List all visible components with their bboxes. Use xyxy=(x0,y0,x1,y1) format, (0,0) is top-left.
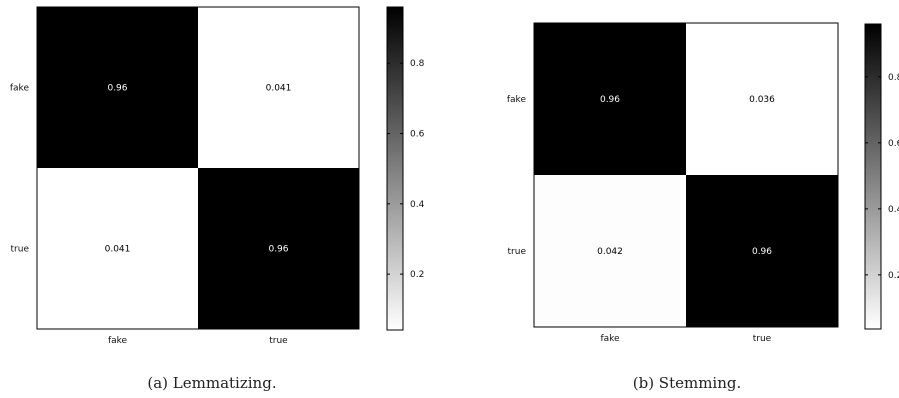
cell-value-label: 0.96 xyxy=(268,245,288,255)
colorbar-tick-label: 0.2 xyxy=(410,270,424,280)
heatmap-cell xyxy=(534,23,686,175)
cell-value-label: 0.041 xyxy=(105,245,131,255)
heatmap-frame xyxy=(36,6,360,330)
cell-value-label: 0.036 xyxy=(749,95,775,105)
col-tick-label: fake xyxy=(600,334,620,344)
colorbar-ticks-stemming: 0.2 0.4 0.6 0.8 xyxy=(865,73,899,281)
cell-value-label: 0.042 xyxy=(597,247,623,257)
row-tick-label: true xyxy=(11,245,30,255)
cell-value-label: 0.041 xyxy=(266,84,292,94)
colorbar-tick-label: 0.8 xyxy=(888,73,899,83)
heatmap-cell xyxy=(37,168,198,329)
caption-lemmatizing: (a) Lemmatizing. xyxy=(147,374,276,392)
colorbar-stemming xyxy=(864,23,882,330)
colorbar-tick-label: 0.8 xyxy=(410,59,425,69)
cell-value-label: 0.96 xyxy=(752,247,772,257)
col-tick-label: true xyxy=(753,334,772,344)
cell-value-label: 0.96 xyxy=(107,84,127,94)
heatmap-cell xyxy=(198,168,359,329)
cell-value-label: 0.96 xyxy=(600,95,620,105)
colorbar-tick-label: 0.4 xyxy=(888,205,899,215)
heatmap-cell xyxy=(686,175,838,327)
heatmap-cell xyxy=(198,7,359,168)
row-tick-label: fake xyxy=(10,84,30,94)
heatmap-cell xyxy=(534,175,686,327)
heatmap-cell xyxy=(686,23,838,175)
heatmap-frame xyxy=(533,22,839,328)
colorbar-ticks-lemmatizing: 0.2 0.4 0.6 0.8 xyxy=(387,59,425,280)
heatmap-panel-lemmatizing: 0.96 0.041 0.041 0.96 fake true fake true xyxy=(10,6,360,346)
colorbar-tick-label: 0.6 xyxy=(410,130,425,140)
colorbar-lemmatizing xyxy=(386,6,404,331)
row-tick-label: fake xyxy=(507,95,527,105)
caption-stemming: (b) Stemming. xyxy=(633,374,742,392)
row-tick-label: true xyxy=(508,247,527,257)
colorbar-tick-label: 0.4 xyxy=(410,200,425,210)
colorbar-tick-label: 0.2 xyxy=(888,271,899,281)
colorbar-tick-label: 0.6 xyxy=(888,139,899,149)
col-tick-label: fake xyxy=(108,336,128,346)
col-tick-label: true xyxy=(269,336,288,346)
heatmap-panel-stemming: 0.96 0.036 0.042 0.96 fake true fake true xyxy=(507,22,839,344)
heatmap-cell xyxy=(37,7,198,168)
